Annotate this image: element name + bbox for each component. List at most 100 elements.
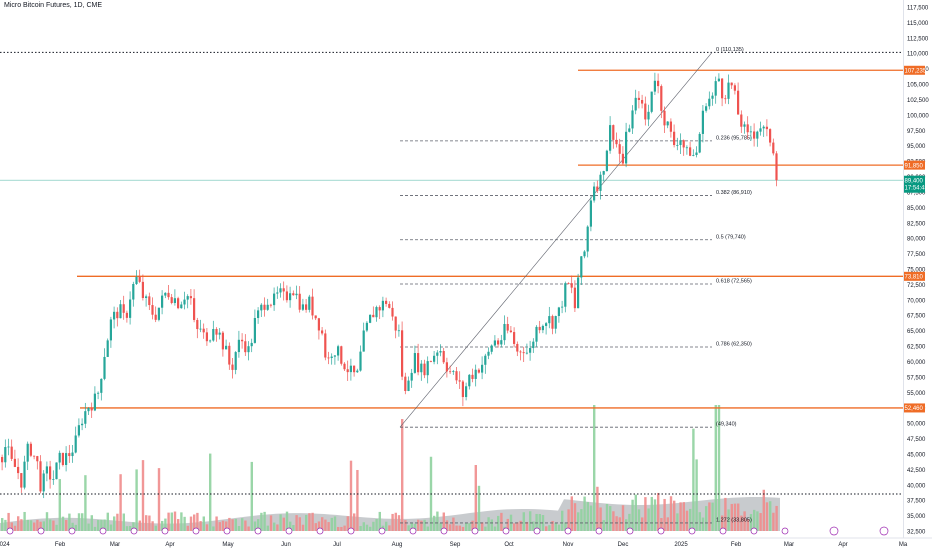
candle-body	[65, 453, 68, 465]
candle-body	[429, 361, 432, 362]
candle-body	[145, 296, 148, 298]
candle-body	[362, 330, 365, 352]
event-marker-icon	[440, 527, 448, 535]
candle-body	[119, 304, 122, 319]
volume-bar	[26, 519, 29, 531]
volume-bar	[167, 512, 170, 531]
candle-body	[314, 315, 317, 319]
chart-title: Micro Bitcoin Futures, 1D, CME	[4, 2, 103, 9]
volume-bar	[33, 522, 36, 531]
candle-body	[404, 376, 407, 391]
volume-bar	[113, 516, 116, 531]
volume-bar	[90, 515, 93, 531]
volume-bar	[253, 521, 257, 531]
candle-body	[397, 330, 400, 332]
x-tick-label: Mar	[110, 542, 120, 548]
candle-body	[628, 128, 631, 132]
candle-body	[218, 332, 221, 335]
volume-bar	[135, 469, 138, 531]
candle-body	[653, 80, 656, 92]
volume-bar	[183, 516, 186, 531]
volume-bar	[116, 513, 119, 531]
volume-bar	[561, 510, 564, 531]
candle-body	[772, 142, 775, 154]
volume-bar	[685, 510, 689, 531]
event-marker-icon	[750, 527, 758, 535]
x-tick-label: Ma	[899, 542, 908, 548]
volume-bar	[321, 517, 324, 531]
candle-body	[477, 369, 480, 373]
volume-bar	[673, 500, 676, 531]
event-marker-icon	[347, 527, 355, 535]
volume-bar	[621, 505, 625, 531]
volume-bar	[705, 506, 708, 531]
volume-bar	[340, 526, 343, 531]
volume-bar	[173, 511, 177, 531]
volume-bar	[20, 519, 23, 531]
candle-body	[369, 314, 372, 323]
candle-body	[68, 453, 71, 457]
x-tick-label: Nov	[563, 542, 574, 548]
volume-bar	[471, 520, 474, 531]
candle-body	[743, 124, 746, 127]
candle-body	[570, 283, 573, 288]
candle-body	[247, 346, 250, 353]
candle-body	[455, 371, 458, 381]
volume-bar	[378, 511, 381, 531]
volume-bar	[189, 516, 193, 531]
volume-bar	[522, 512, 525, 531]
candle-body	[298, 293, 301, 310]
candle-body	[605, 150, 608, 172]
candle-body	[647, 111, 650, 120]
volume-bar	[141, 460, 145, 531]
volume-bar	[234, 518, 237, 531]
event-marker-icon	[595, 527, 603, 535]
candle-body	[106, 340, 109, 357]
price-tag-label: 91,850	[905, 163, 924, 169]
candle-body	[109, 319, 112, 341]
volume-bar	[349, 460, 353, 531]
volume-bar	[513, 523, 516, 531]
volume-bar	[218, 522, 221, 531]
candle-body	[417, 353, 420, 373]
volume-bar	[180, 512, 183, 531]
volume-bar	[436, 511, 439, 531]
volume-bar	[49, 519, 52, 531]
volume-bar	[77, 513, 81, 531]
future-event-marker-icon	[879, 526, 889, 536]
volume-bar	[599, 507, 602, 531]
event-marker-icon	[657, 527, 665, 535]
event-marker-icon	[6, 527, 14, 535]
volume-bar	[711, 502, 714, 531]
candle-body	[349, 365, 352, 373]
y-tick-label: 87,500	[907, 190, 926, 196]
volume-bar	[269, 515, 273, 531]
candle-body	[599, 174, 602, 191]
volume-bar	[733, 503, 737, 531]
volume-bar	[52, 520, 55, 531]
volume-bar	[157, 468, 161, 531]
candle-body	[487, 351, 490, 356]
fib-level-label: 0.786 (62,350)	[716, 341, 752, 347]
volume-bar	[519, 520, 522, 531]
volume-bar	[660, 518, 663, 531]
candle-body	[317, 318, 320, 331]
candle-body	[756, 131, 759, 139]
volume-bar	[708, 502, 711, 531]
volume-bar	[337, 526, 340, 531]
candle-body	[612, 125, 615, 140]
candle-body	[1, 457, 4, 463]
candle-body	[23, 461, 26, 488]
price-tag	[903, 160, 925, 170]
volume-bar	[385, 521, 388, 531]
candle-body	[74, 435, 77, 453]
candle-body	[285, 291, 288, 301]
candle-body	[449, 371, 452, 373]
volume-bar	[724, 497, 727, 531]
volume-bar	[765, 502, 769, 531]
x-tick-label: 2024	[0, 542, 10, 548]
volume-bar	[81, 513, 84, 531]
volume-bar	[605, 503, 609, 531]
candle-body	[308, 296, 311, 310]
